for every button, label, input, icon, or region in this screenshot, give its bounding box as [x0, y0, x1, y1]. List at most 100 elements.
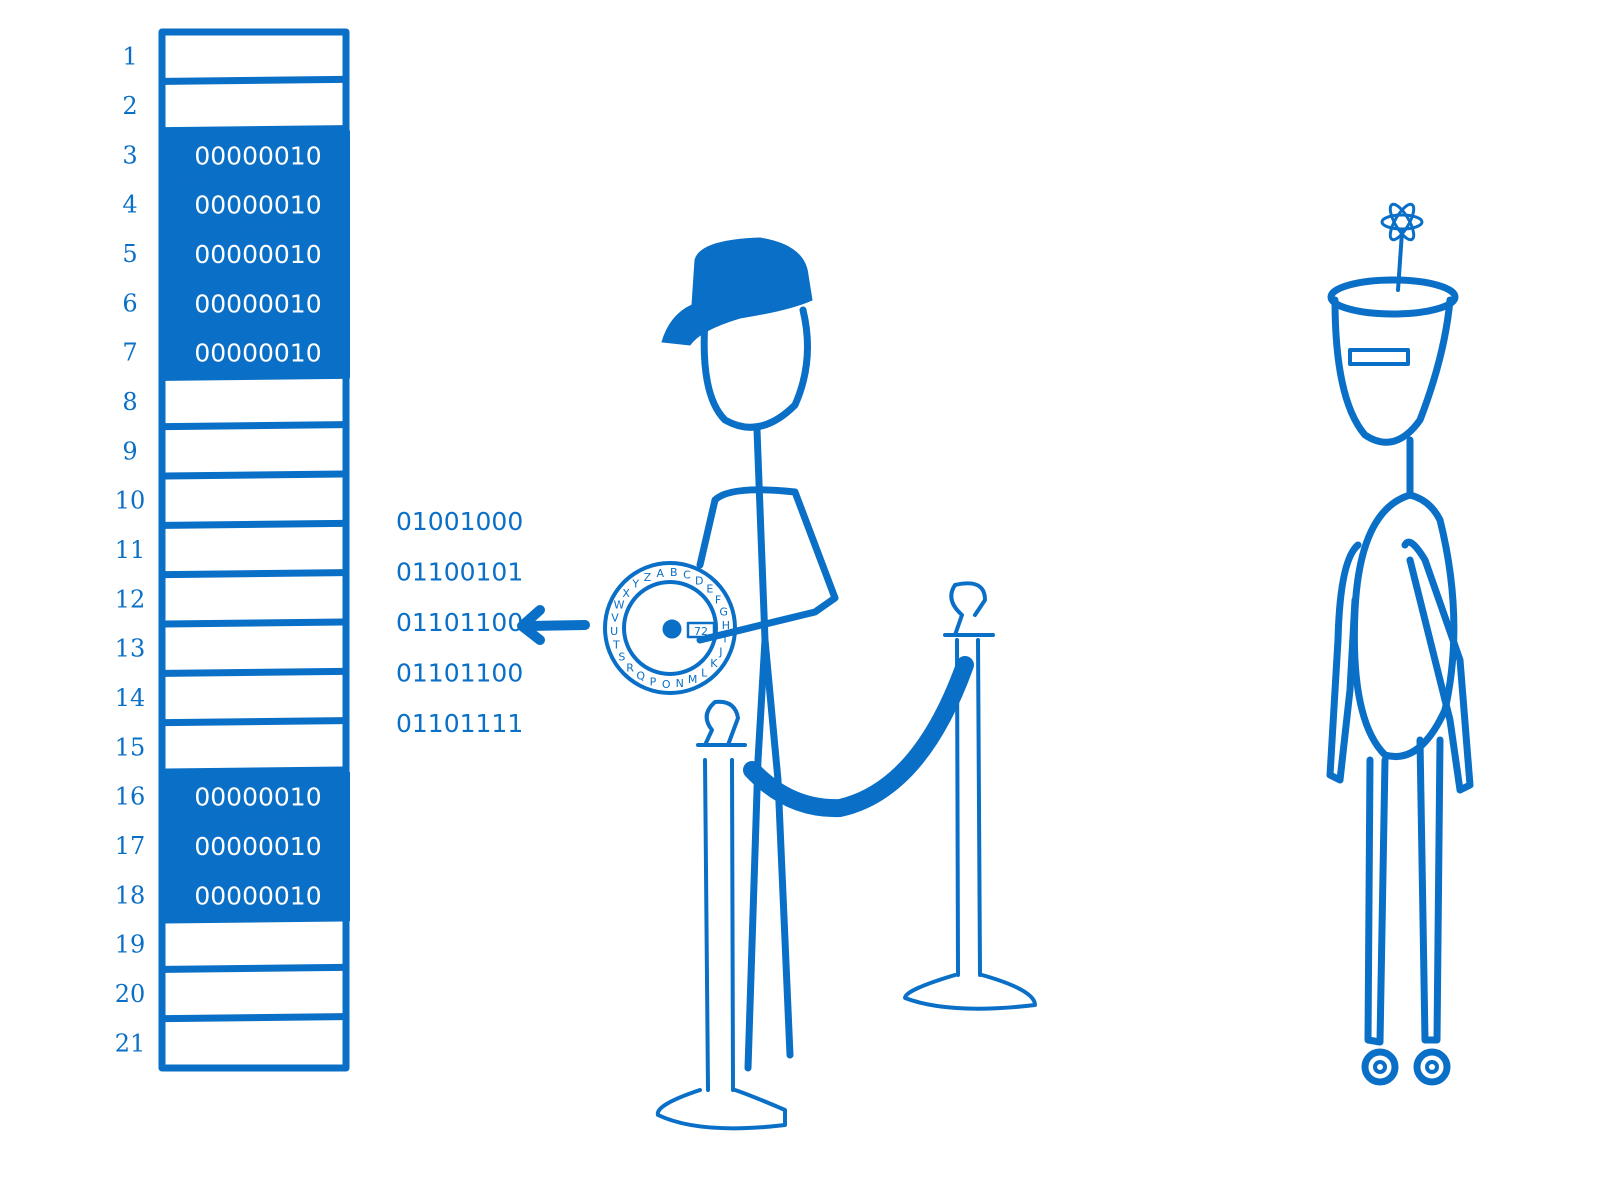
wheel-letter: O	[662, 678, 671, 691]
wheel-letter: X	[622, 587, 630, 600]
velvet-rope-barrier	[655, 581, 1037, 1131]
byte-value: 01101111	[396, 709, 523, 738]
memory-cell-filled	[162, 130, 350, 181]
memory-cell-filled	[162, 278, 350, 329]
memory-cell-filled	[162, 180, 350, 231]
memory-cell-filled	[162, 229, 350, 280]
wheel-letter: C	[683, 569, 691, 582]
wheel-letter: F	[715, 593, 721, 606]
wheel-letter: I	[723, 633, 726, 646]
wheel-letter: M	[688, 673, 698, 686]
memory-cell: 3 00000010	[122, 125, 350, 181]
memory-cell-index: 14	[115, 684, 146, 712]
wheel-letter: J	[718, 645, 722, 658]
memory-cell: 12	[115, 569, 347, 613]
memory-cell-divider	[161, 717, 347, 727]
memory-cell-index: 20	[115, 980, 146, 1008]
memory-cell-value: 00000010	[194, 191, 321, 220]
wheel-letter: Q	[636, 670, 645, 683]
memory-cell-divider	[161, 1013, 347, 1023]
memory-cell-index: 10	[115, 487, 146, 515]
memory-cell: 17 00000010	[115, 815, 350, 872]
memory-cell-divider	[161, 322, 347, 332]
guard-figure	[661, 237, 839, 1072]
memory-cell-index: 15	[115, 733, 146, 761]
wheel-letter: R	[626, 661, 634, 674]
memory-cell-index: 8	[122, 388, 137, 416]
wheel-letter: D	[695, 574, 703, 587]
memory-cell-index: 1	[122, 43, 137, 71]
memory-cell: 21	[115, 1013, 347, 1057]
memory-cell-divider	[161, 519, 347, 529]
memory-cell-divider	[161, 667, 347, 677]
byte-value: 01001000	[396, 507, 523, 536]
memory-cell-index: 21	[115, 1029, 146, 1057]
memory-cell-value: 00000010	[194, 832, 321, 861]
memory-cell: 1	[122, 43, 137, 71]
wheel-letter: G	[719, 606, 728, 619]
memory-cell-index: 7	[122, 339, 137, 367]
memory-cell-index: 11	[115, 536, 146, 564]
memory-cell-index: 16	[115, 783, 146, 811]
wheel-letter: V	[611, 612, 619, 625]
wheel-letter: L	[701, 666, 708, 679]
memory-cell: 20	[115, 963, 347, 1008]
memory-cell: 14	[115, 667, 347, 712]
wheel-letter: P	[650, 675, 657, 688]
wheel-letter: Y	[631, 578, 639, 591]
wheel-letter: B	[670, 566, 678, 579]
memory-cell-divider	[161, 766, 347, 776]
memory-cell-divider	[161, 815, 347, 825]
memory-outline	[158, 28, 350, 1072]
memory-cell-divider	[161, 223, 347, 233]
memory-cell-divider	[161, 914, 347, 924]
wheel-letter: A	[657, 567, 665, 580]
memory-cell-divider	[161, 125, 347, 135]
wheel-window-value: 72	[694, 625, 708, 638]
wheel-letter: Z	[644, 571, 652, 584]
memory-cell: 15	[115, 717, 347, 761]
memory-cell: 10	[115, 470, 347, 515]
memory-cell-filled	[162, 328, 350, 379]
memory-cell-index: 19	[115, 931, 146, 959]
memory-cell: 16 00000010	[115, 766, 350, 823]
memory-cell-index: 17	[115, 832, 146, 860]
wheel-letter: H	[722, 619, 730, 632]
memory-cell: 9	[122, 421, 347, 465]
memory-cell-index: 4	[122, 191, 137, 219]
memory-cell: 13	[115, 618, 347, 663]
memory-cell-index: 12	[115, 585, 146, 613]
memory-cell-index: 2	[122, 92, 137, 120]
memory-cell-index: 18	[115, 881, 146, 909]
wheel-letter: T	[612, 638, 620, 651]
memory-cell-divider	[161, 618, 347, 628]
memory-cell: 6 00000010	[122, 273, 350, 329]
memory-cell-index: 13	[115, 635, 146, 663]
memory-cell-index: 9	[122, 437, 137, 465]
memory-cell: 5 00000010	[122, 223, 350, 280]
atom-icon	[1380, 202, 1424, 242]
memory-cell-divider	[161, 569, 347, 579]
byte-list: 01001000 01100101 01101100 01101100 01101111	[396, 507, 523, 738]
memory-cell-value: 00000010	[194, 339, 321, 368]
byte-value: 01100101	[396, 558, 523, 587]
memory-cell-divider	[161, 963, 347, 973]
byte-value: 01101100	[396, 659, 523, 688]
memory-cell-value: 00000010	[194, 881, 321, 910]
memory-cell: 19	[115, 914, 347, 959]
wheel-letter: E	[706, 583, 713, 596]
memory-cell-divider	[161, 371, 347, 381]
memory-cell-divider	[161, 174, 347, 184]
wheel-letter: U	[610, 625, 618, 638]
memory-cell-divider	[161, 865, 347, 875]
memory-cell-divider	[161, 470, 347, 480]
memory-cell: 4 00000010	[122, 174, 350, 231]
memory-cell-filled	[162, 821, 350, 872]
memory-cell: 2	[122, 75, 347, 120]
memory-cell-filled	[162, 870, 350, 921]
memory-cell-filled	[162, 772, 350, 823]
memory-cell-index: 5	[122, 240, 137, 268]
